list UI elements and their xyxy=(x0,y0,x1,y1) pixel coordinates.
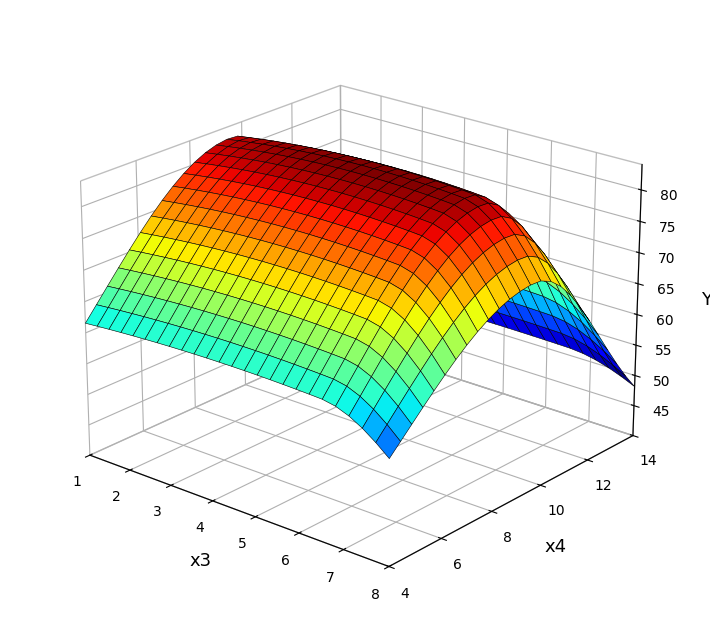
X-axis label: x3: x3 xyxy=(189,551,211,569)
Y-axis label: x4: x4 xyxy=(545,538,567,556)
